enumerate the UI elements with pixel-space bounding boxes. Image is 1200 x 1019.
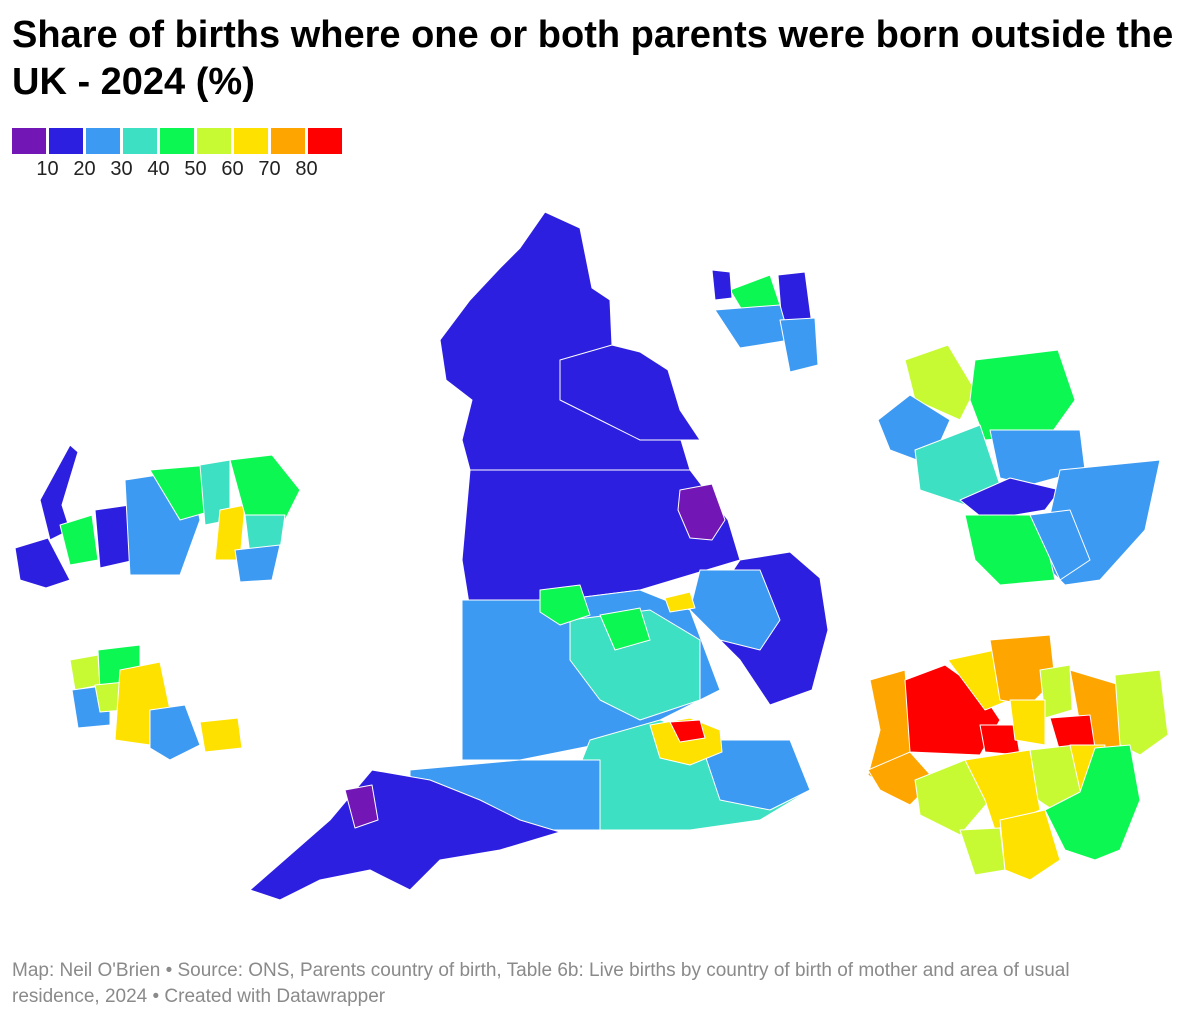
legend-swatch bbox=[49, 128, 83, 154]
choropleth-map bbox=[14, 211, 1169, 901]
region-lincolnshire[interactable] bbox=[677, 483, 726, 541]
england-main-map bbox=[249, 211, 829, 901]
legend-swatch bbox=[197, 128, 231, 154]
legend-tick-label: 20 bbox=[73, 158, 96, 180]
legend-swatch bbox=[271, 128, 305, 154]
legend-tick-label: 30 bbox=[110, 158, 133, 180]
inset-ldn-sutton[interactable] bbox=[959, 827, 1006, 876]
legend-tick-label: 60 bbox=[221, 158, 244, 180]
inset-ldn-richmond[interactable] bbox=[914, 759, 991, 836]
legend-swatch bbox=[234, 128, 268, 154]
region-oxford-cambridge[interactable] bbox=[569, 609, 701, 721]
inset-nw-liverpool[interactable] bbox=[59, 514, 99, 566]
legend-tick-label: 50 bbox=[184, 158, 207, 180]
inset-ldn-bexley[interactable] bbox=[1044, 744, 1141, 861]
legend-swatch bbox=[123, 128, 157, 154]
region-devon-west[interactable] bbox=[344, 784, 379, 829]
inset-nw-cheshire[interactable] bbox=[234, 544, 281, 583]
inset-wm-solihull[interactable] bbox=[149, 704, 201, 761]
region-inner-london[interactable] bbox=[669, 719, 706, 743]
inset-nw-west-coast[interactable] bbox=[14, 537, 71, 589]
region-devon-cornwall[interactable] bbox=[249, 769, 561, 901]
region-luton[interactable] bbox=[664, 591, 696, 613]
legend-swatch bbox=[160, 128, 194, 154]
inset-ty-sunderland[interactable] bbox=[779, 317, 819, 373]
legend-tick-label: 80 bbox=[295, 158, 318, 180]
legend-swatch bbox=[86, 128, 120, 154]
inset-north-west-map bbox=[14, 444, 301, 589]
inset-wy-leeds[interactable] bbox=[969, 349, 1076, 441]
inset-west-yorkshire-map bbox=[877, 344, 1161, 586]
legend-tick-label: 40 bbox=[147, 158, 170, 180]
region-leicester[interactable] bbox=[599, 607, 651, 651]
legend-tick-label: 10 bbox=[36, 158, 59, 180]
region-west-midlands-core[interactable] bbox=[539, 584, 591, 626]
inset-wm-coventry[interactable] bbox=[199, 717, 243, 753]
color-legend: 10 20 30 40 50 60 70 80 bbox=[12, 128, 348, 182]
inset-west-midlands-map bbox=[69, 644, 243, 761]
inset-ty-northumberland[interactable] bbox=[711, 269, 733, 301]
inset-wy-bradford[interactable] bbox=[904, 344, 976, 421]
source-footer: Map: Neil O'Brien • Source: ONS, Parents… bbox=[12, 960, 1070, 1007]
inset-nw-stockport[interactable] bbox=[244, 514, 286, 556]
region-kent[interactable] bbox=[699, 739, 811, 811]
inset-wy-rotherham[interactable] bbox=[1029, 509, 1091, 581]
inset-ldn-croydon[interactable] bbox=[999, 809, 1061, 881]
legend-swatch bbox=[308, 128, 342, 154]
inset-nw-tameside[interactable] bbox=[229, 454, 301, 521]
chart-title: Share of births where one or both parent… bbox=[12, 14, 1174, 103]
inset-london-map bbox=[867, 634, 1169, 881]
inset-ldn-hammersmith[interactable] bbox=[1009, 699, 1046, 746]
legend-tick-label: 70 bbox=[258, 158, 281, 180]
legend-swatch bbox=[12, 128, 46, 154]
region-north-east-coast[interactable] bbox=[559, 344, 701, 441]
inset-tyneside-map bbox=[711, 269, 819, 373]
inset-ty-gateshead[interactable] bbox=[714, 304, 791, 349]
inset-nw-sefton[interactable] bbox=[39, 444, 79, 541]
inset-wy-sheffield[interactable] bbox=[964, 514, 1056, 586]
inset-ldn-havering[interactable] bbox=[1114, 669, 1169, 756]
